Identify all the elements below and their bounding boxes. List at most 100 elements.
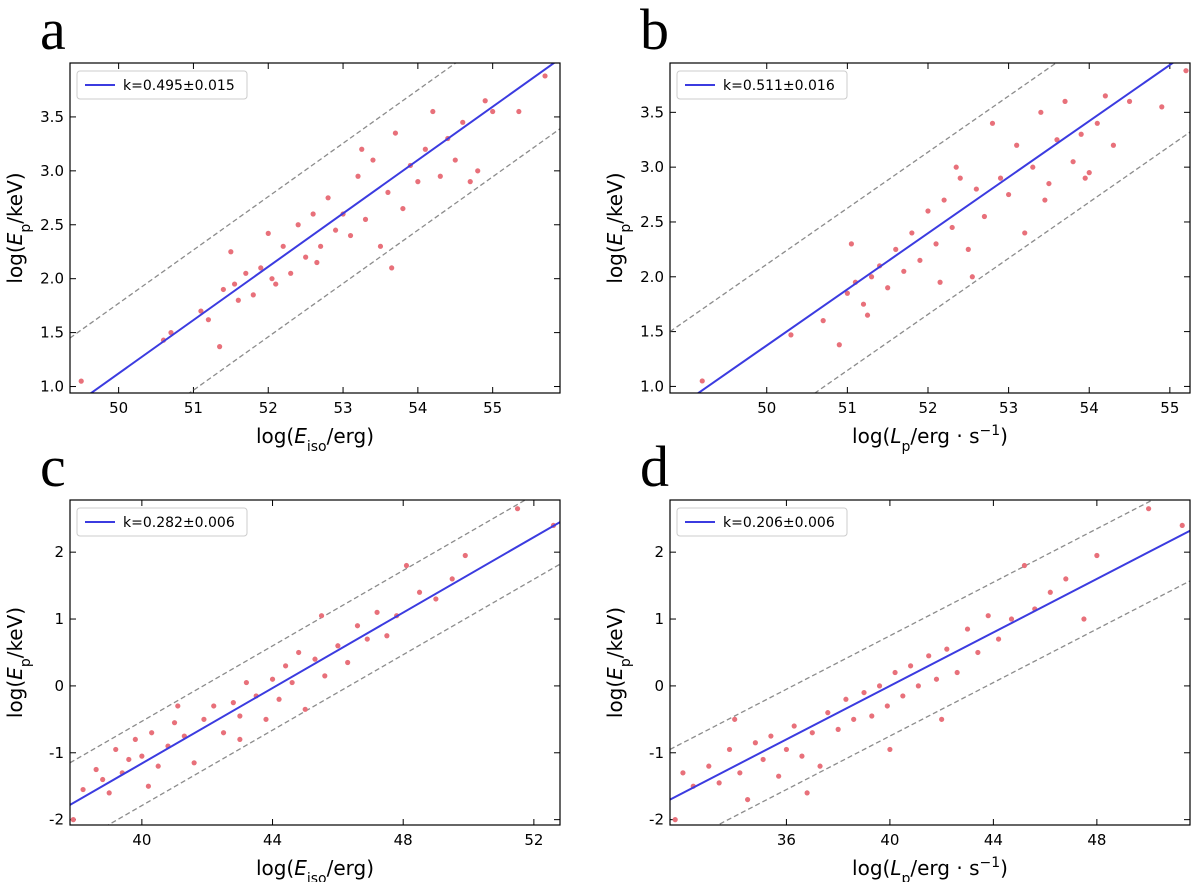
legend-box [676, 70, 848, 100]
point [359, 146, 365, 152]
point [516, 108, 522, 115]
label-part: /erg · s [910, 856, 979, 880]
y-tick-label: 2.5 [40, 216, 64, 234]
legend-box [76, 507, 248, 537]
x-axis-label: log(Eiso/erg) [256, 856, 374, 882]
fit-line [696, 63, 1175, 393]
label-part: log( [256, 424, 294, 448]
point [788, 332, 794, 338]
x-tick-label: 48 [1087, 831, 1106, 849]
x-tick-label: 55 [1160, 399, 1179, 417]
point [276, 696, 282, 702]
point [817, 763, 823, 769]
point [680, 770, 686, 776]
label-part: p [902, 439, 911, 455]
x-axis-label: log(Eiso/erg) [256, 424, 374, 455]
point [1082, 175, 1088, 181]
point [355, 173, 361, 179]
point [825, 710, 831, 716]
fit-line [89, 63, 556, 393]
x-tick-label: 44 [984, 831, 1003, 849]
point [893, 246, 899, 252]
lines [70, 63, 560, 393]
point [1183, 68, 1189, 74]
point [80, 786, 86, 793]
x-tick-label: 54 [1080, 399, 1099, 417]
point [312, 656, 318, 662]
point [1046, 180, 1052, 187]
axes-frame [69, 62, 561, 394]
point [1030, 164, 1036, 170]
point [726, 746, 733, 753]
point [437, 173, 443, 179]
point [900, 693, 906, 699]
point [155, 763, 161, 769]
x-tick-label: 51 [184, 399, 203, 417]
label-part: log( [603, 245, 627, 283]
x-tick-label: 52 [524, 831, 543, 849]
point [1022, 230, 1028, 236]
point [699, 378, 705, 384]
point [310, 211, 316, 217]
y-tick-label: 1.0 [40, 378, 64, 396]
point [175, 703, 181, 709]
point [335, 643, 341, 649]
point [273, 281, 279, 287]
lines [670, 63, 1190, 393]
point [389, 265, 395, 271]
point [844, 290, 850, 296]
point [347, 232, 354, 239]
legend-box [676, 507, 848, 537]
point [969, 274, 975, 280]
y-axis-label: log(Ep/keV) [3, 607, 34, 718]
x-tick-label: 51 [838, 399, 857, 417]
point [303, 254, 309, 260]
x-tick-label: 40 [132, 831, 151, 849]
point [860, 301, 867, 307]
point [933, 676, 940, 682]
point [228, 249, 234, 255]
point [937, 279, 943, 285]
label-part: ) [1000, 856, 1008, 880]
point [467, 179, 473, 185]
x-tick-label: 53 [334, 399, 353, 417]
point [941, 197, 947, 203]
point [981, 213, 988, 220]
x-tick-label: 50 [757, 399, 776, 417]
legend-label: k=0.495±0.015 [123, 78, 235, 94]
legend-label: k=0.206±0.006 [723, 515, 835, 531]
point [231, 281, 238, 287]
point [1063, 576, 1069, 582]
bound-line [70, 63, 457, 339]
point [374, 609, 380, 615]
label-part: /erg · s [910, 424, 979, 448]
point [892, 669, 898, 676]
point [168, 330, 174, 336]
point [1078, 131, 1084, 137]
point [325, 195, 331, 201]
point [106, 790, 112, 796]
point [848, 241, 854, 247]
y-tick-label: -2 [649, 811, 664, 829]
point [370, 157, 376, 163]
label-part: log( [3, 245, 27, 283]
label-part: /keV) [3, 172, 27, 223]
label-part: /erg) [327, 856, 374, 880]
point [861, 689, 867, 696]
y-tick-label: 3.5 [40, 108, 64, 126]
point [296, 649, 302, 656]
label-part: −1 [980, 855, 1001, 871]
x-tick-label: 40 [880, 831, 899, 849]
y-tick-label: 1.5 [40, 324, 64, 342]
point [964, 626, 971, 632]
point [989, 120, 996, 126]
point [113, 746, 119, 753]
point [973, 186, 979, 192]
y-tick-label: 2.0 [40, 270, 64, 288]
point [288, 270, 294, 276]
x-axis-label: log(Lp/erg · s−1) [852, 855, 1008, 882]
point [965, 246, 971, 252]
label-part: L [890, 856, 901, 880]
label-part: E [3, 232, 27, 245]
point [302, 706, 308, 712]
